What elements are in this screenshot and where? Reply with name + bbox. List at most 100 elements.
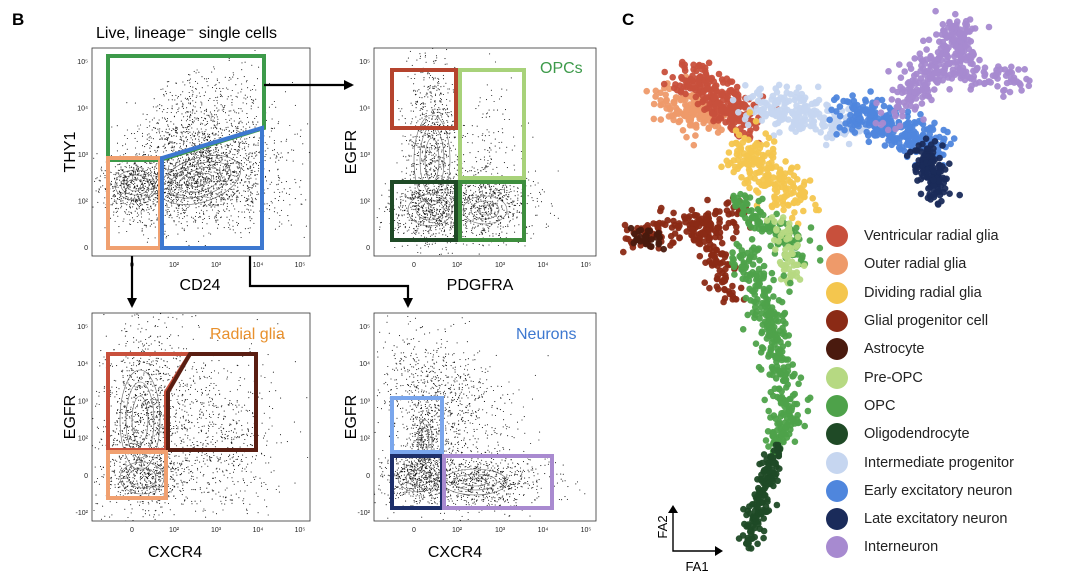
event-dot bbox=[429, 149, 431, 151]
event-dot bbox=[415, 107, 417, 109]
event-dot bbox=[170, 215, 172, 217]
event-dot bbox=[158, 119, 160, 121]
event-dot bbox=[498, 223, 500, 225]
event-dot bbox=[250, 209, 252, 211]
event-dot bbox=[143, 154, 145, 156]
event-dot bbox=[129, 167, 131, 169]
event-dot bbox=[225, 165, 228, 167]
event-dot bbox=[203, 155, 205, 157]
event-dot bbox=[197, 118, 200, 120]
event-dot bbox=[413, 177, 415, 179]
event-dot bbox=[449, 172, 451, 174]
event-dot bbox=[431, 176, 433, 178]
event-dot bbox=[229, 228, 231, 230]
event-dot bbox=[154, 191, 156, 193]
event-dot bbox=[154, 172, 156, 174]
event-dot bbox=[414, 195, 416, 197]
event-dot bbox=[173, 221, 175, 223]
event-dot bbox=[134, 185, 136, 187]
event-dot bbox=[452, 184, 454, 186]
event-dot bbox=[300, 180, 302, 182]
event-dot bbox=[235, 171, 237, 173]
event-dot bbox=[411, 165, 413, 167]
event-dot bbox=[224, 198, 226, 200]
event-dot bbox=[129, 204, 131, 206]
event-dot bbox=[428, 147, 430, 149]
event-dot bbox=[219, 184, 221, 186]
event-dot bbox=[179, 138, 181, 140]
event-dot bbox=[186, 174, 188, 176]
event-dot bbox=[435, 132, 437, 134]
event-dot bbox=[240, 129, 242, 131]
event-dot bbox=[118, 232, 120, 234]
event-dot bbox=[195, 101, 197, 103]
event-dot bbox=[442, 74, 444, 76]
event-dot bbox=[166, 111, 168, 114]
event-dot bbox=[434, 100, 436, 102]
event-dot bbox=[388, 210, 391, 212]
event-dot bbox=[411, 121, 413, 123]
event-dot bbox=[431, 212, 433, 214]
event-dot bbox=[252, 102, 254, 104]
event-dot bbox=[165, 90, 167, 92]
event-dot bbox=[269, 136, 271, 138]
event-dot bbox=[216, 212, 218, 214]
event-dot bbox=[168, 159, 170, 161]
event-dot bbox=[424, 54, 427, 57]
event-dot bbox=[471, 199, 474, 201]
event-dot bbox=[152, 182, 154, 184]
event-dot bbox=[151, 185, 154, 187]
event-dot bbox=[185, 186, 188, 188]
event-dot bbox=[256, 154, 258, 156]
event-dot bbox=[206, 160, 208, 162]
event-dot bbox=[189, 82, 191, 84]
event-dot bbox=[131, 180, 134, 182]
event-dot bbox=[175, 197, 177, 199]
event-dot bbox=[285, 192, 288, 194]
event-dot bbox=[129, 223, 131, 225]
event-dot bbox=[264, 150, 266, 152]
event-dot bbox=[443, 229, 446, 231]
event-dot bbox=[320, 187, 321, 188]
event-dot bbox=[236, 221, 238, 223]
event-dot bbox=[203, 181, 205, 183]
event-dot bbox=[206, 156, 208, 158]
event-dot bbox=[430, 211, 432, 213]
event-dot bbox=[398, 219, 400, 222]
event-dot bbox=[202, 185, 204, 187]
event-dot bbox=[299, 186, 301, 188]
event-dot bbox=[447, 223, 449, 226]
event-dot bbox=[143, 183, 146, 185]
event-dot bbox=[403, 224, 405, 226]
event-dot bbox=[314, 219, 315, 220]
event-dot bbox=[194, 153, 197, 155]
event-dot bbox=[410, 197, 412, 199]
event-dot bbox=[433, 175, 436, 177]
event-dot bbox=[436, 178, 438, 180]
event-dot bbox=[182, 144, 184, 146]
event-dot bbox=[148, 137, 150, 139]
event-dot bbox=[198, 140, 200, 142]
event-dot bbox=[252, 185, 254, 187]
event-dot bbox=[141, 167, 143, 169]
event-dot bbox=[251, 184, 253, 186]
event-dot bbox=[175, 130, 178, 132]
event-dot bbox=[446, 120, 448, 122]
plot-frame-neuron bbox=[373, 312, 597, 522]
event-dot bbox=[424, 176, 426, 178]
event-dot bbox=[215, 90, 217, 92]
event-dot bbox=[219, 93, 221, 95]
event-dot bbox=[517, 187, 519, 189]
event-dot bbox=[197, 181, 199, 183]
event-dot bbox=[531, 225, 533, 227]
event-dot bbox=[428, 211, 430, 213]
event-dot bbox=[172, 190, 174, 192]
event-dot bbox=[104, 177, 106, 179]
event-dot bbox=[494, 211, 496, 213]
event-dot bbox=[433, 105, 436, 107]
event-dot bbox=[445, 201, 447, 203]
event-dot bbox=[209, 111, 211, 113]
event-dot bbox=[232, 175, 234, 177]
event-dot bbox=[131, 197, 133, 199]
event-dot bbox=[410, 102, 412, 104]
